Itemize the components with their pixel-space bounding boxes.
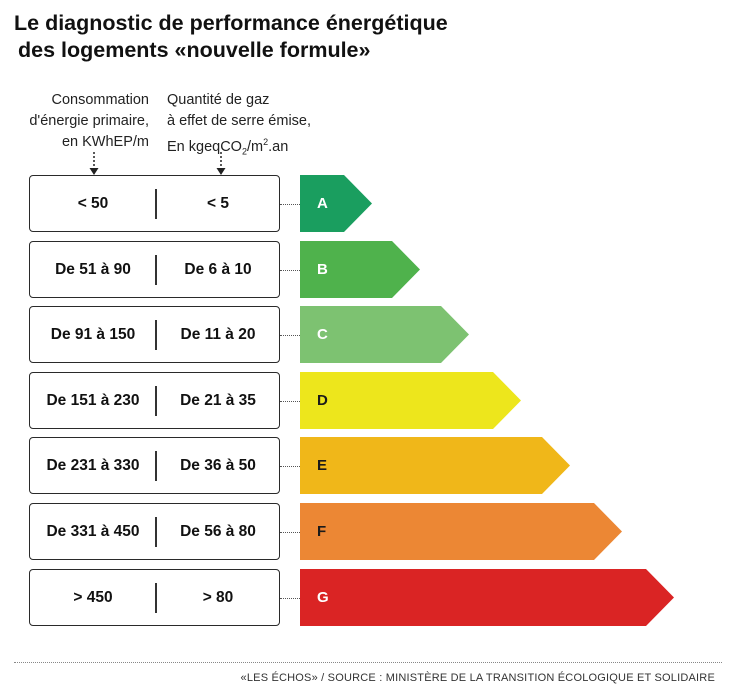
energy-class-label: G: [317, 589, 329, 606]
energy-class-d-arrow: D: [300, 372, 521, 429]
energy-down-arrow-icon: [89, 152, 99, 175]
ghg-down-arrow-icon: [216, 152, 226, 175]
energy-class-label: A: [317, 195, 328, 212]
connector-line: [280, 401, 300, 402]
energy-class-a-arrow: A: [300, 175, 372, 232]
footer-divider: [14, 662, 722, 663]
source-credit: «LES ÉCHOS» / SOURCE : MINISTÈRE DE LA T…: [240, 672, 715, 684]
chart-title: Le diagnostic de performance énergétique…: [14, 10, 448, 64]
column-divider: [155, 517, 157, 547]
value-box-g: > 450 > 80: [29, 569, 280, 626]
ghg-range: De 6 à 10: [184, 260, 252, 278]
connector-line: [280, 466, 300, 467]
connector-line: [280, 598, 300, 599]
value-box-e: De 231 à 330 De 36 à 50: [29, 437, 280, 494]
ghg-range: De 11 à 20: [180, 325, 256, 343]
connector-line: [280, 532, 300, 533]
value-box-a: < 50 < 5: [29, 175, 280, 232]
connector-line: [280, 270, 300, 271]
column-divider: [155, 189, 157, 219]
energy-class-b-arrow: B: [300, 241, 420, 298]
energy-range: De 91 à 150: [50, 325, 136, 343]
ghg-range: > 80: [202, 588, 234, 606]
energy-class-e-arrow: E: [300, 437, 570, 494]
title-line-2: des logements «nouvelle formule»: [18, 38, 371, 62]
title-line-1: Le diagnostic de performance énergétique: [14, 11, 448, 35]
energy-class-label: B: [317, 261, 328, 278]
ghg-column-header: Quantité de gaz à effet de serre émise, …: [167, 92, 312, 157]
energy-class-label: C: [317, 326, 328, 343]
value-box-c: De 91 à 150 De 11 à 20: [29, 306, 280, 363]
value-box-b: De 51 à 90 De 6 à 10: [29, 241, 280, 298]
energy-range: < 50: [77, 194, 109, 212]
energy-class-label: F: [317, 523, 327, 540]
column-divider: [155, 451, 157, 481]
ghg-range: < 5: [207, 194, 229, 212]
energy-range: De 331 à 450: [46, 522, 140, 540]
ghg-range: De 21 à 35: [180, 391, 256, 409]
energy-class-label: E: [317, 457, 328, 474]
energy-range: > 450: [73, 588, 113, 606]
ghg-range: De 56 à 80: [180, 522, 256, 540]
energy-column-header: Consommation d'énergie primaire, en KWhE…: [29, 92, 149, 150]
energy-range: De 51 à 90: [55, 260, 131, 278]
value-box-f: De 331 à 450 De 56 à 80: [29, 503, 280, 560]
column-divider: [155, 255, 157, 285]
energy-range: De 151 à 230: [46, 391, 140, 409]
energy-class-label: D: [317, 392, 328, 409]
energy-class-c-arrow: C: [300, 306, 469, 363]
column-divider: [155, 320, 157, 350]
column-divider: [155, 583, 157, 613]
connector-line: [280, 204, 300, 205]
column-divider: [155, 386, 157, 416]
energy-range: De 231 à 330: [46, 456, 140, 474]
value-box-d: De 151 à 230 De 21 à 35: [29, 372, 280, 429]
ghg-range: De 36 à 50: [180, 456, 256, 474]
energy-class-f-arrow: F: [300, 503, 622, 560]
connector-line: [280, 335, 300, 336]
energy-class-g-arrow: G: [300, 569, 674, 626]
